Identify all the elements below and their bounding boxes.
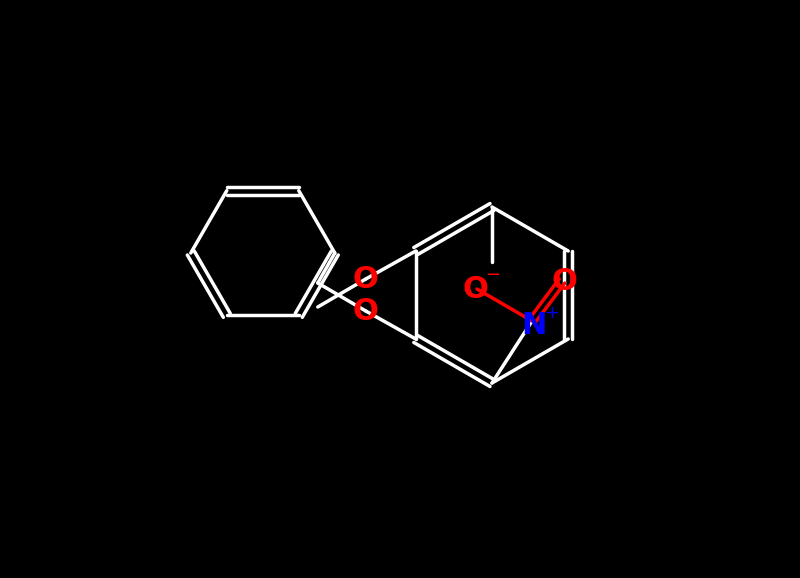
- Text: N: N: [522, 310, 546, 339]
- Text: −: −: [486, 266, 501, 284]
- Text: +: +: [545, 304, 559, 322]
- Text: O: O: [353, 265, 378, 294]
- Text: O: O: [462, 275, 488, 303]
- Text: O: O: [551, 266, 577, 295]
- Text: O: O: [353, 297, 378, 325]
